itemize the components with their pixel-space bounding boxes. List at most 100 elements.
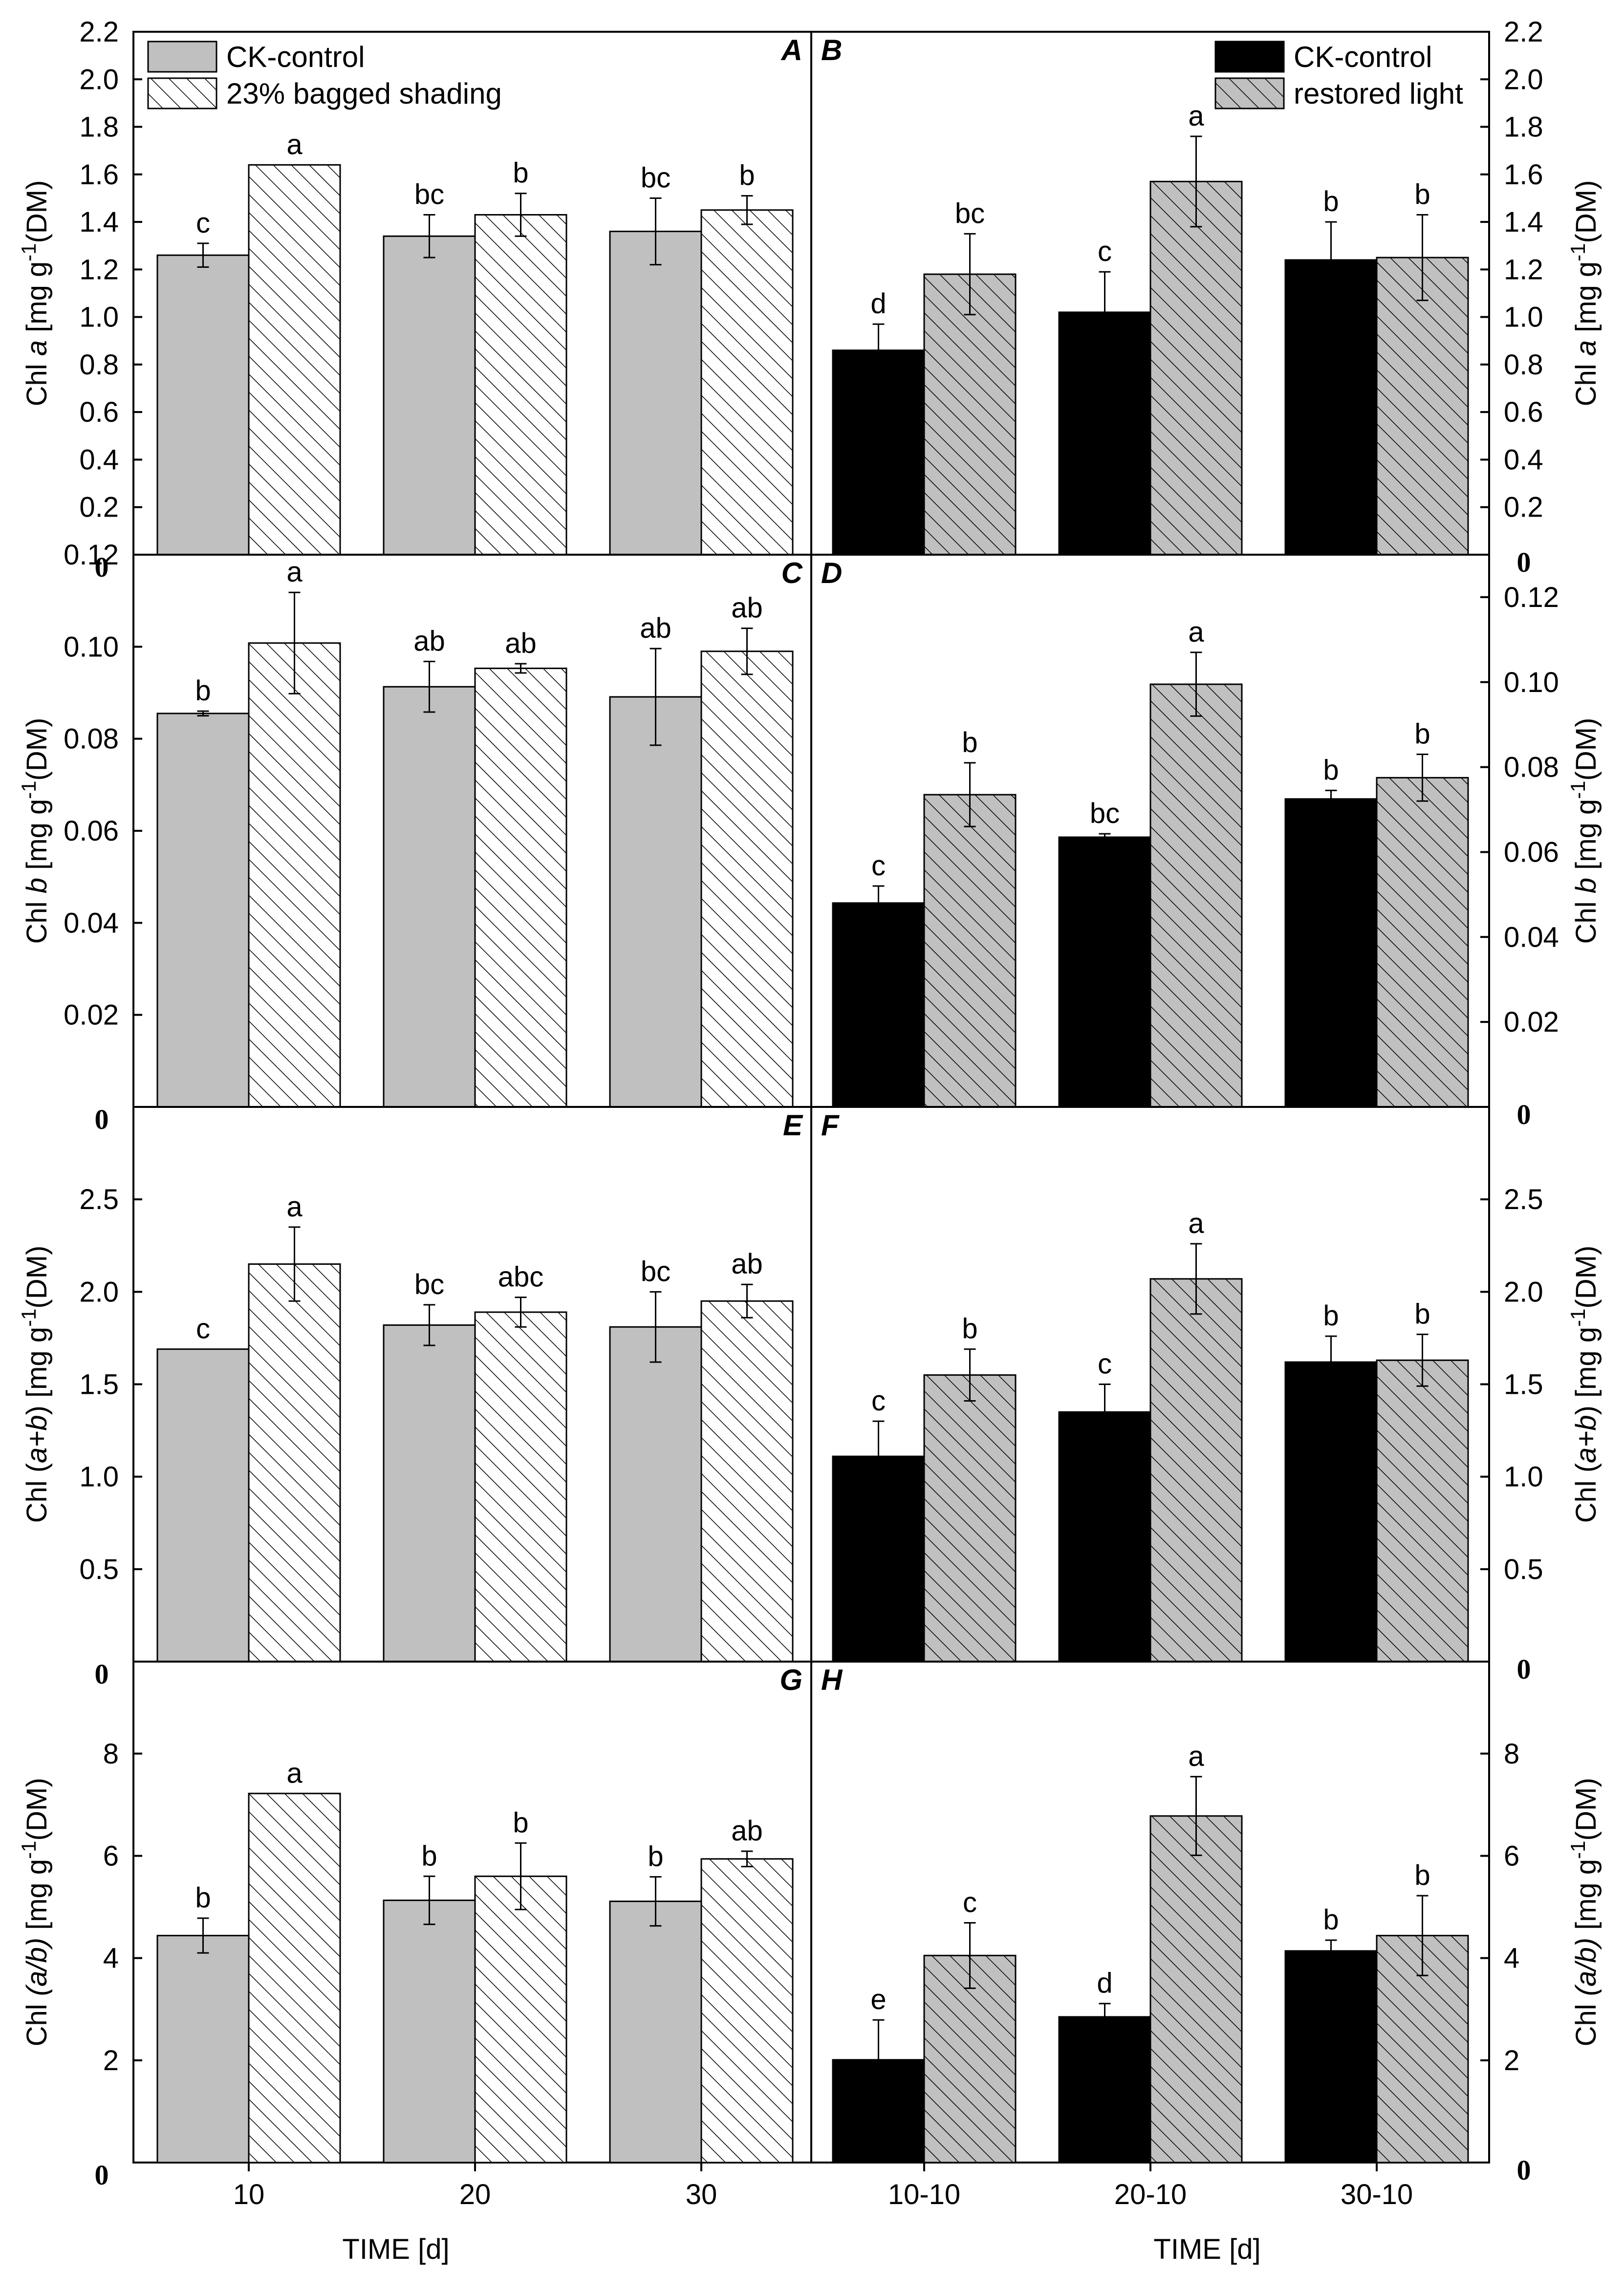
panel-h-xtick-label: 30-10 [1341,2179,1413,2210]
panel-e-significance-letter: bc [414,1269,444,1300]
panel-g-bar-10-control [156,1935,250,2164]
panel-b-bar-30-10-control [1284,259,1378,556]
y-axis-label-part: [mg g [21,1859,53,1938]
panel-c-ytick-label: 0.12 [64,539,119,571]
panel-a-significance-letter: bc [414,179,444,211]
panel-e-ytick-label: 1.0 [79,1461,119,1493]
panel-a-ytick-label: 2.2 [79,16,119,48]
panel-d-y-axis-label: Chl b [mg g-1(DM) [1566,718,1602,944]
panel-g-ytick-label: 4 [103,1943,119,1974]
legend-right-swatch [1214,77,1285,109]
panel-d-ytick-label: 0.06 [1504,836,1559,868]
y-axis-label-part: Chl [1570,1996,1602,2046]
panel-a-bar-30-control [609,231,702,556]
panel-f-significance-letter: b [1414,1298,1430,1330]
legend-right-label: restored light [1294,77,1463,110]
panel-a-ytick-label: 0.6 [79,396,119,428]
panel-b-bar-20-10-treatment [1149,180,1243,556]
panel-a-ytick-label: 0.4 [79,444,119,476]
panel-a-ytick-label: 2.0 [79,64,119,95]
panel-g-bar-10-treatment [248,1793,341,2164]
panel-f-ytick-label: 2.0 [1504,1276,1543,1308]
legend-left-label: CK-control [226,41,365,73]
panel-f-ytick-label: 2.5 [1504,1184,1543,1215]
panel-h-significance-letter: a [1188,1740,1204,1772]
panel-d-letter: D [821,557,842,589]
panel-f: 0.5 1.0 1.5 2.0 2.5 Chl (a+b) [mg g-1(DM) Fc b c… [810,1106,1602,1663]
panel-h-letter: H [821,1664,843,1696]
y-axis-label-part: (DM) [1570,180,1602,243]
panel-e-bar-20-treatment [474,1311,567,1663]
y-axis-label-part: b [1570,878,1602,893]
panel-d-ytick-label: 0.08 [1504,752,1559,783]
panel-d-significance-letter: a [1188,616,1204,648]
panel-a-ytick-label: 1.4 [79,206,119,238]
panel-c-bar-10-control [156,713,250,1108]
panel-d-ytick-label: 0.02 [1504,1006,1559,1038]
y-axis-label-part: [mg g [21,799,53,878]
panel-g-letter: G [780,1664,802,1696]
panel-c-significance-letter: ab [640,612,671,644]
panel-d: 0.02 0.04 0.06 0.08 0.10 0.12 Chl b [mg g-1(DM… [810,554,1602,1108]
panel-f-letter: F [821,1109,840,1142]
panel-b-ytick-label: 1.0 [1504,302,1543,333]
panel-a-ytick-label: 0.2 [79,492,119,523]
panel-a-significance-letter: bc [641,162,671,194]
panel-g: 2 4 6 8 Chl (a/b) [mg g-1(DM) Gb a 10 b b 20 b ab 30 [17,1661,812,2210]
panel-h-significance-letter: b [1323,1904,1339,1936]
panel-d-significance-letter: b [1323,754,1339,786]
panel-e-significance-letter: ab [731,1248,763,1280]
panel-h-significance-letter: e [870,1984,886,2015]
panel-f-ytick-label: 1.5 [1504,1369,1543,1401]
panel-b-ytick-label: 2.0 [1504,64,1543,95]
panel-f-significance-letter: c [871,1385,886,1417]
y-axis-label-part: Chl ( [1570,1463,1602,1523]
panel-b-significance-letter: a [1188,100,1204,132]
y-axis-label-part: ) [mg g [21,1327,53,1415]
panel-h-y-axis-label: Chl (a/b) [mg g-1(DM) [1566,1778,1602,2047]
panel-f-significance-letter: b [1323,1300,1339,1332]
y-axis-label-part: -1 [17,1840,40,1859]
panel-g-significance-letter: a [286,1757,303,1789]
panel-h-ytick-label: 8 [1504,1738,1519,1770]
panel-g-ytick-label: 2 [103,2045,119,2077]
panel-b-ytick-label: 1.2 [1504,254,1543,285]
panel-c-significance-letter: ab [505,628,537,659]
panel-e-ytick-label: 2.0 [79,1276,119,1308]
panel-c-letter: C [781,557,803,589]
panel-c-ytick-label: 0.10 [64,631,119,663]
panel-e-bar-30-control [609,1326,702,1663]
panel-a-significance-letter: b [739,160,755,192]
plot-area: 0.2 0.4 0.6 0.8 1.0 1.2 1.4 1.6 1.8 2.0 2.2 Chl a [… [17,16,1602,2210]
y-axis-label-part: ) [mg g [1570,1327,1602,1415]
y-axis-label-part: (a/b) [21,1938,53,1996]
y-axis-label-part: a+b [21,1415,53,1463]
y-axis-label-part: Chl [21,1996,53,2046]
panel-b-significance-letter: bc [955,197,985,229]
panel-b-bar-10-10-control [832,349,925,556]
x-axis-label-left: TIME [d] [342,2233,449,2265]
panel-a: 0.2 0.4 0.6 0.8 1.0 1.2 1.4 1.6 1.8 2.0 2.2 Chl a [… [17,16,812,556]
panel-f-bar-30-10-treatment [1376,1359,1469,1663]
panel-a-ytick-label: 1.8 [79,111,119,143]
y-axis-label-part: -1 [1566,1309,1589,1327]
y-axis-label-part: -1 [1566,243,1589,261]
panel-e-ytick-label: 1.5 [79,1369,119,1401]
panel-h-significance-letter: c [963,1886,977,1918]
y-axis-label-part: -1 [17,243,40,261]
panel-c-significance-letter: ab [413,625,445,657]
y-axis-label-part: b [21,878,53,893]
panel-f-bar-20-10-treatment [1149,1278,1243,1663]
panel-b-y-axis-label: Chl a [mg g-1(DM) [1566,180,1602,407]
panel-d-bar-30-10-control [1284,798,1378,1108]
y-axis-label-part: (a/b) [1570,1938,1602,1996]
zero-labels: 0 0 0 0 0 0 0 0 [95,546,1531,2191]
panel-a-y-axis-label: Chl a [mg g-1(DM) [17,180,53,407]
panel-c-ytick-label: 0.06 [64,815,119,847]
panel-g-ytick-label: 8 [103,1738,119,1770]
panel-c-bar-20-treatment [474,668,567,1108]
panel-d-bar-20-10-control [1058,836,1151,1108]
zero-label-right: 0 [1517,546,1531,578]
panel-e-y-axis-label: Chl (a+b) [mg g-1(DM) [17,1246,53,1523]
zero-label-right: 0 [1517,2154,1531,2186]
